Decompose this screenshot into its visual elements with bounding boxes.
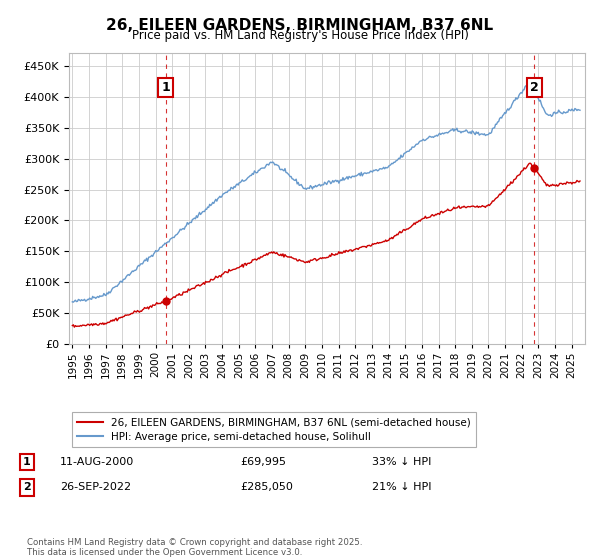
Text: 33% ↓ HPI: 33% ↓ HPI xyxy=(372,457,431,467)
Text: 2: 2 xyxy=(530,81,538,94)
Text: £69,995: £69,995 xyxy=(240,457,286,467)
Legend: 26, EILEEN GARDENS, BIRMINGHAM, B37 6NL (semi-detached house), HPI: Average pric: 26, EILEEN GARDENS, BIRMINGHAM, B37 6NL … xyxy=(71,412,476,447)
Text: 21% ↓ HPI: 21% ↓ HPI xyxy=(372,482,431,492)
Text: 26-SEP-2022: 26-SEP-2022 xyxy=(60,482,131,492)
Text: 26, EILEEN GARDENS, BIRMINGHAM, B37 6NL: 26, EILEEN GARDENS, BIRMINGHAM, B37 6NL xyxy=(106,18,494,33)
Text: 1: 1 xyxy=(23,457,31,467)
Text: 1: 1 xyxy=(161,81,170,94)
Text: 2: 2 xyxy=(23,482,31,492)
Text: Price paid vs. HM Land Registry's House Price Index (HPI): Price paid vs. HM Land Registry's House … xyxy=(131,29,469,42)
Text: 11-AUG-2000: 11-AUG-2000 xyxy=(60,457,134,467)
Text: £285,050: £285,050 xyxy=(240,482,293,492)
Text: Contains HM Land Registry data © Crown copyright and database right 2025.
This d: Contains HM Land Registry data © Crown c… xyxy=(27,538,362,557)
